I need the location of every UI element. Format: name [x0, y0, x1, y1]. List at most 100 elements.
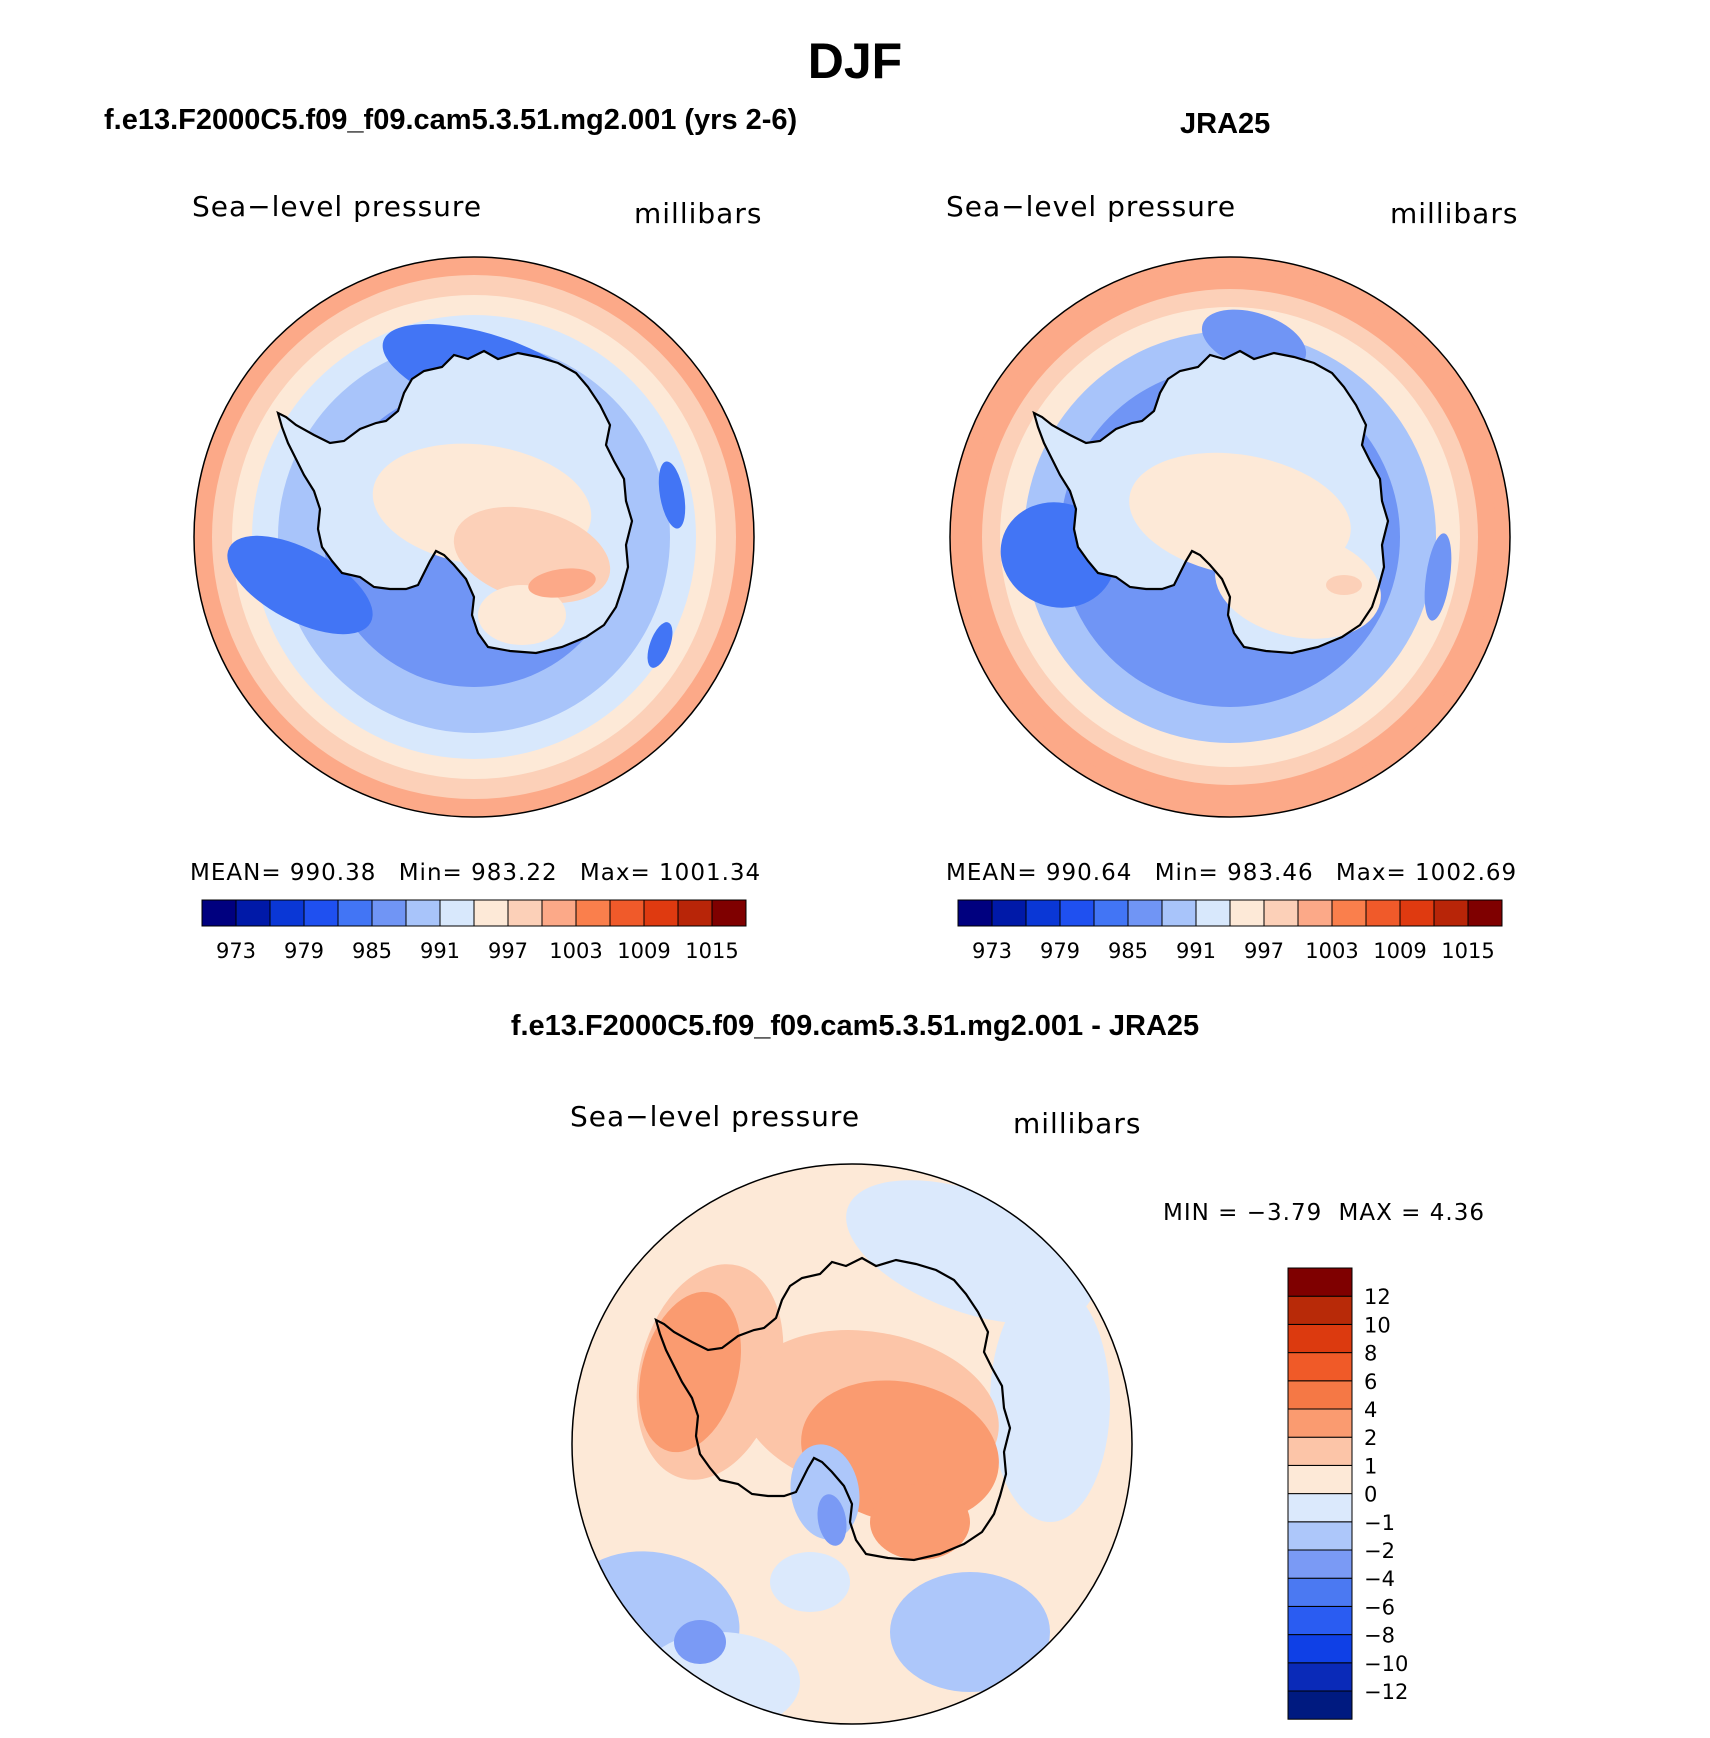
obs-panel-heading: JRA25 [1180, 108, 1271, 140]
obs-colorbar-tick-3: 991 [1176, 939, 1216, 963]
diff-colorbar-tick-7: 0 [1364, 1483, 1377, 1507]
diff-colorbar-tick-8: −1 [1364, 1511, 1395, 1535]
diff-region-1 [990, 1282, 1110, 1522]
model-colorbar-swatch-3 [303, 899, 339, 927]
model-colorbar-swatch-13 [643, 899, 679, 927]
model-units-label: millibars [634, 197, 763, 230]
diff-coastline [654, 1256, 1012, 1562]
diff-max-label: MAX = [1338, 1200, 1422, 1226]
model-colorbar-swatch-0 [201, 899, 237, 927]
obs-colorbar-swatch-12 [1365, 899, 1401, 927]
diff-region-14 [817, 1494, 847, 1546]
diff-map-border [571, 1163, 1133, 1725]
diff-colorbar-swatch-2 [1287, 1634, 1353, 1664]
figure-title: DJF [807, 33, 903, 89]
model-colorbar-tick-1: 979 [284, 939, 324, 963]
model-mean-label: MEAN= [190, 860, 282, 886]
obs-colorbar-swatch-6 [1161, 899, 1197, 927]
obs-colorbar-swatch-13 [1399, 899, 1435, 927]
model-colorbar-swatch-11 [575, 899, 611, 927]
obs-colorbar-swatch-8 [1229, 899, 1265, 927]
model-colorbar-tick-0: 973 [216, 939, 256, 963]
diff-colorbar-tick-1: 10 [1364, 1313, 1391, 1337]
model-colorbar-swatch-9 [507, 899, 543, 927]
obs-max-value: 1002.69 [1415, 860, 1518, 886]
diff-colorbar-swatch-0 [1287, 1690, 1353, 1720]
model-colorbar-swatch-6 [405, 899, 441, 927]
model-colorbar-swatch-12 [609, 899, 645, 927]
diff-polar-map [571, 1163, 1133, 1725]
model-min-value: 983.22 [471, 860, 558, 886]
obs-colorbar-tick-2: 985 [1108, 939, 1148, 963]
obs-min-label: Min= [1154, 860, 1219, 886]
diff-colorbar-tick-3: 6 [1364, 1370, 1377, 1394]
model-mean-value: 990.38 [289, 860, 377, 886]
obs-colorbar-tick-4: 997 [1244, 939, 1284, 963]
model-colorbar-swatch-15 [711, 899, 747, 927]
obs-colorbar-swatch-14 [1433, 899, 1469, 927]
model-map-border [193, 256, 755, 818]
diff-colorbar-tick-14: −12 [1364, 1680, 1408, 1704]
obs-colorbar-swatch-1 [991, 899, 1027, 927]
model-colorbar-tick-4: 997 [488, 939, 528, 963]
model-max-label: Max= [579, 860, 651, 886]
diff-colorbar-tick-0: 12 [1364, 1285, 1391, 1309]
obs-plateau-1 [1215, 531, 1381, 639]
diff-stats: MIN = −3.79 MAX = 4.36 [1163, 1200, 1485, 1226]
diff-colorbar-swatch-4 [1287, 1577, 1353, 1607]
model-colorbar: 973 979 985 991 997 1003 1009 1015 [201, 899, 747, 963]
model-colorbar-swatch-5 [371, 899, 407, 927]
diff-region-12 [870, 1484, 970, 1560]
obs-colorbar-swatch-7 [1195, 899, 1231, 927]
model-colorbar-tick-6: 1009 [617, 939, 670, 963]
obs-max-label: Max= [1335, 860, 1407, 886]
obs-stats: MEAN= 990.64 Min= 983.46 Max= 1002.69 [946, 860, 1517, 886]
obs-colorbar-swatch-15 [1467, 899, 1503, 927]
obs-colorbar-swatch-9 [1263, 899, 1299, 927]
diff-region-5 [674, 1620, 726, 1664]
model-cell-1 [227, 535, 373, 635]
obs-colorbar-swatch-0 [957, 899, 993, 927]
model-coastline [276, 349, 634, 655]
diff-region-3 [890, 1572, 1050, 1692]
diff-region-9 [639, 1291, 741, 1453]
diff-colorbar-tick-13: −10 [1364, 1652, 1408, 1676]
model-panel-heading: f.e13.F2000C5.f09_f09.cam5.3.51.mg2.001 … [104, 104, 798, 136]
diff-units-label: millibars [1013, 1107, 1142, 1140]
obs-polar-map [949, 256, 1511, 818]
diff-colorbar-tick-5: 2 [1364, 1426, 1377, 1450]
model-colorbar-swatch-7 [439, 899, 475, 927]
obs-colorbar-tick-1: 979 [1040, 939, 1080, 963]
diff-colorbar-tick-12: −8 [1364, 1624, 1395, 1648]
model-polar-map [193, 256, 755, 818]
obs-colorbar-tick-7: 1015 [1441, 939, 1494, 963]
model-stats: MEAN= 990.38 Min= 983.22 Max= 1001.34 [190, 860, 761, 886]
obs-colorbar-tick-5: 1003 [1305, 939, 1358, 963]
diff-region-7 [770, 1552, 850, 1612]
model-cell-2 [658, 461, 686, 529]
diff-colorbar-tick-2: 8 [1364, 1342, 1377, 1366]
model-field [194, 257, 754, 817]
obs-field [950, 257, 1510, 817]
model-colorbar-swatch-1 [235, 899, 271, 927]
model-colorbar-tick-5: 1003 [549, 939, 602, 963]
diff-colorbar-swatch-7 [1287, 1493, 1353, 1523]
obs-colorbar-swatch-10 [1297, 899, 1333, 927]
diff-colorbar-swatch-10 [1287, 1408, 1353, 1438]
obs-colorbar-tick-6: 1009 [1373, 939, 1426, 963]
diff-colorbar-tick-4: 4 [1364, 1398, 1377, 1422]
diff-colorbar-swatch-13 [1287, 1323, 1353, 1354]
model-colorbar-swatch-8 [473, 899, 509, 927]
diff-colorbar-tick-9: −2 [1364, 1539, 1395, 1563]
model-max-value: 1001.34 [659, 860, 762, 886]
obs-colorbar-swatch-5 [1127, 899, 1163, 927]
obs-min-value: 983.46 [1227, 860, 1314, 886]
obs-units-label: millibars [1390, 197, 1519, 230]
obs-plateau-2 [1326, 575, 1362, 595]
model-colorbar-swatch-2 [269, 899, 305, 927]
model-min-label: Min= [398, 860, 463, 886]
obs-colorbar-swatch-4 [1093, 899, 1129, 927]
obs-colorbar: 973 979 985 991 997 1003 1009 1015 [957, 899, 1503, 963]
model-plateau-2 [478, 585, 566, 645]
